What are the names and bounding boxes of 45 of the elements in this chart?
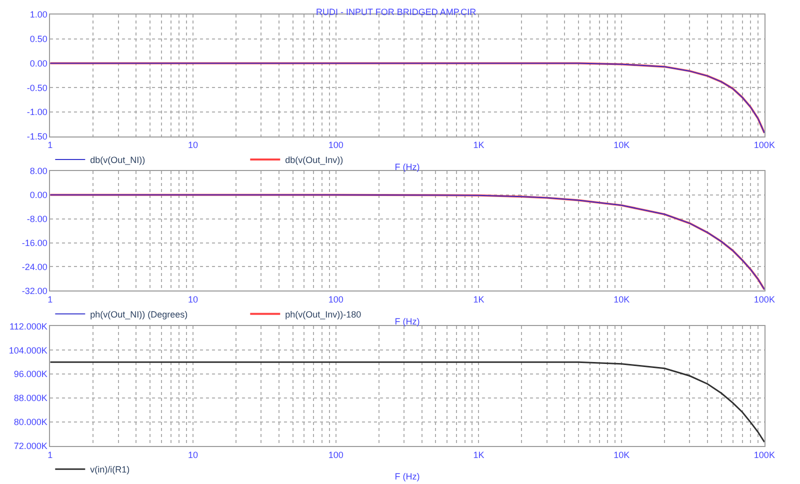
y-tick-label: 96.000K [14, 369, 48, 380]
y-tick-label: 8.00 [30, 166, 48, 176]
x-tick-label: 10K [614, 140, 630, 150]
y-tick-label: -1.00 [26, 107, 48, 118]
x-tick-label: 100K [754, 450, 775, 460]
x-tick-label: 10K [614, 294, 630, 304]
x-tick-label: 1 [48, 294, 53, 304]
y-tick-label: 112.000K [9, 321, 48, 332]
y-tick-label: 104.000K [8, 345, 48, 356]
y-tick-label: -0.50 [26, 82, 48, 93]
x-tick-label: 100 [328, 294, 344, 304]
legend-label: db(v(Out_NI)) [90, 154, 146, 165]
legend-label: ph(v(Out_Inv))-180 [285, 309, 362, 320]
x-tick-label: 100 [328, 140, 344, 150]
y-tick-label: -32.00 [22, 286, 48, 296]
y-tick-label: -8.00 [26, 214, 48, 224]
x-tick-label: 10 [188, 450, 198, 460]
x-axis-title: F (Hz) [394, 162, 420, 172]
y-tick-label: -1.50 [26, 131, 48, 142]
x-tick-label: 100K [754, 140, 775, 150]
y-tick-label: -24.00 [22, 262, 48, 272]
x-axis-title: F (Hz) [394, 316, 420, 326]
y-tick-label: 80.000K [14, 417, 48, 428]
x-tick-label: 10K [614, 450, 630, 460]
x-tick-label: 1K [473, 294, 484, 304]
y-tick-label: 1.00 [30, 10, 48, 20]
x-tick-label: 1 [48, 140, 53, 150]
legend-label: v(in)/i(R1) [90, 464, 130, 475]
legend-label: db(v(Out_Inv)) [285, 154, 344, 165]
x-tick-label: 10 [188, 294, 198, 304]
x-tick-label: 1 [48, 450, 53, 460]
y-tick-label: 72.000K [14, 441, 48, 452]
y-tick-label: 0.00 [30, 58, 48, 68]
y-tick-label: 0.00 [30, 190, 48, 200]
y-tick-label: -16.00 [22, 238, 48, 248]
x-tick-label: 100 [328, 450, 344, 460]
y-tick-label: 88.000K [14, 393, 48, 404]
x-axis-title: F (Hz) [394, 472, 420, 482]
x-tick-label: 1K [473, 450, 484, 460]
x-tick-label: 1K [473, 140, 484, 150]
y-tick-label: 0.50 [30, 34, 48, 44]
x-tick-label: 10 [188, 140, 198, 150]
x-tick-label: 100K [754, 294, 775, 304]
chart-title: RUDI - INPUT FOR BRIDGED AMP.CIR [316, 7, 477, 17]
legend-label: ph(v(Out_NI)) (Degrees) [90, 309, 188, 320]
